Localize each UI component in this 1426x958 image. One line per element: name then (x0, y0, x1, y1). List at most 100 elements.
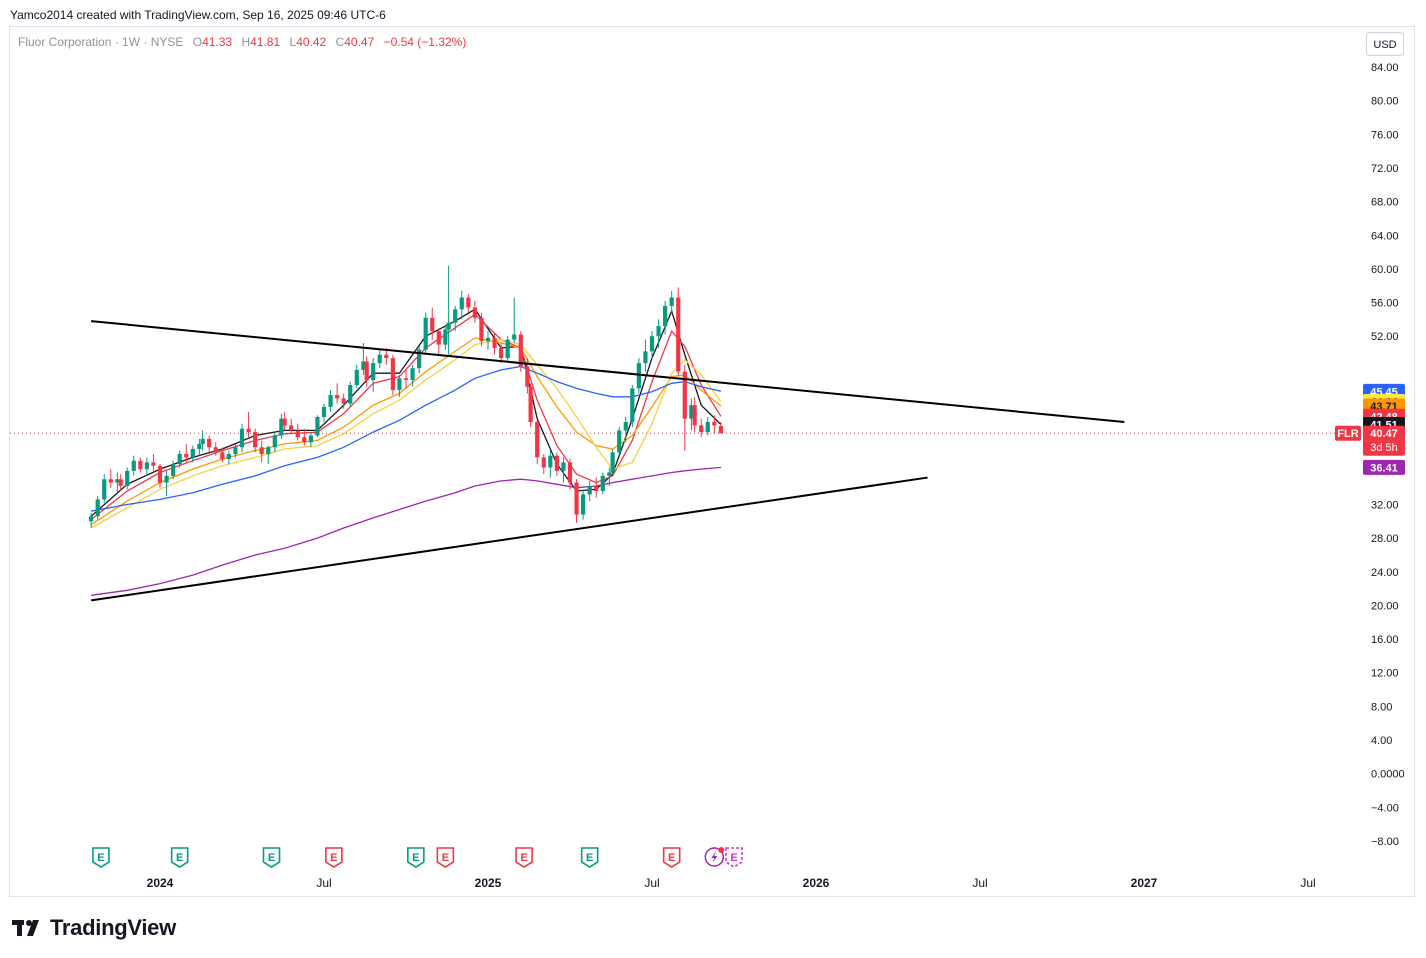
earnings-event-icon[interactable] (170, 847, 189, 868)
candle-body[interactable] (574, 482, 579, 515)
candle-body[interactable] (682, 371, 687, 419)
candle-body[interactable] (89, 516, 94, 522)
symbol-name[interactable]: Fluor Corporation · 1W · NYSE (18, 35, 184, 49)
candle-body[interactable] (279, 418, 284, 436)
candle-body[interactable] (364, 361, 369, 380)
candle-body[interactable] (607, 472, 612, 476)
candle-body[interactable] (377, 354, 382, 364)
candle-body[interactable] (151, 462, 156, 466)
earnings-event-icon[interactable] (580, 847, 599, 868)
candle-body[interactable] (689, 405, 694, 419)
candle-body[interactable] (266, 447, 271, 454)
candle-body[interactable] (554, 455, 559, 471)
candle-body[interactable] (341, 398, 346, 404)
candle-body[interactable] (200, 438, 205, 444)
candle-body[interactable] (505, 339, 510, 359)
candle-body[interactable] (430, 317, 435, 332)
candle-body[interactable] (102, 479, 107, 500)
candle-body[interactable] (95, 499, 100, 517)
candle-body[interactable] (253, 432, 258, 448)
candle-body[interactable] (197, 443, 202, 449)
candle-body[interactable] (220, 452, 225, 460)
candle-body[interactable] (321, 406, 327, 417)
candle-body[interactable] (354, 369, 359, 386)
candle-body[interactable] (164, 475, 169, 483)
candle-body[interactable] (118, 479, 123, 486)
candle-body[interactable] (567, 462, 573, 483)
candle-body[interactable] (663, 305, 668, 327)
candle-body[interactable] (561, 462, 566, 471)
candle-body[interactable] (403, 378, 409, 380)
earnings-event-icon[interactable] (325, 847, 343, 868)
candle-body[interactable] (213, 447, 218, 453)
candle-body[interactable] (157, 465, 163, 483)
candle-body[interactable] (144, 462, 149, 470)
candle-body[interactable] (453, 309, 458, 323)
candle-body[interactable] (459, 297, 464, 310)
candle-body[interactable] (649, 336, 655, 352)
earnings-event-icon[interactable] (515, 847, 533, 868)
candle-body[interactable] (518, 334, 523, 367)
earnings-event-icon[interactable] (436, 847, 455, 868)
candle-body[interactable] (623, 422, 628, 431)
candle-body[interactable] (525, 366, 530, 387)
candle-body[interactable] (289, 425, 294, 431)
candle-body[interactable] (617, 430, 622, 453)
candle-body[interactable] (630, 388, 635, 423)
candle-body[interactable] (512, 334, 517, 340)
candle-body[interactable] (246, 428, 251, 433)
trendline[interactable] (90, 476, 928, 602)
currency-button[interactable]: USD (1366, 32, 1404, 56)
candle-body[interactable] (177, 454, 182, 465)
candle-body[interactable] (190, 448, 195, 458)
candle-body[interactable] (315, 416, 320, 436)
candle-body[interactable] (718, 425, 723, 434)
candle-body[interactable] (272, 435, 277, 448)
candle-body[interactable] (446, 322, 451, 330)
earnings-event-icon[interactable] (662, 847, 681, 868)
candle-body[interactable] (479, 317, 484, 342)
candle-body[interactable] (131, 460, 136, 471)
candle-body[interactable] (656, 326, 661, 337)
candle-body[interactable] (184, 454, 189, 458)
candle-body[interactable] (282, 418, 287, 426)
candle-body[interactable] (485, 337, 491, 342)
candle-body[interactable] (361, 361, 366, 370)
candle-body[interactable] (466, 297, 471, 308)
candle-body[interactable] (535, 422, 540, 458)
candle-body[interactable] (541, 457, 546, 468)
candle-body[interactable] (692, 405, 697, 426)
earnings-event-icon[interactable] (92, 847, 110, 868)
candle-body[interactable] (171, 464, 176, 476)
candle-body[interactable] (348, 385, 353, 404)
tradingview-logo[interactable]: TradingView (12, 915, 176, 941)
candle-body[interactable] (548, 455, 553, 468)
candle-body[interactable] (233, 447, 238, 454)
candle-body[interactable] (610, 452, 615, 473)
candle-body[interactable] (600, 475, 605, 492)
candle-body[interactable] (643, 351, 648, 364)
candle-body[interactable] (417, 349, 422, 369)
candle-body[interactable] (371, 363, 376, 380)
candle-body[interactable] (636, 363, 641, 389)
candle-body[interactable] (443, 329, 448, 345)
candle-body[interactable] (528, 386, 533, 423)
candle-body[interactable] (669, 297, 674, 306)
candle-body[interactable] (712, 422, 717, 426)
candle-body[interactable] (295, 430, 300, 438)
candle-body[interactable] (308, 435, 313, 443)
candle-body[interactable] (492, 337, 497, 348)
candle-body[interactable] (239, 428, 245, 448)
candle-body[interactable] (397, 378, 402, 391)
candle-body[interactable] (335, 395, 340, 399)
candle-body[interactable] (581, 494, 586, 515)
candle-body[interactable] (328, 395, 333, 407)
candle-body[interactable] (676, 297, 681, 372)
earnings-event-icon[interactable] (407, 847, 425, 868)
candle-body[interactable] (390, 358, 395, 391)
candle-body[interactable] (259, 447, 264, 454)
candle-body[interactable] (594, 485, 599, 492)
candle-body[interactable] (115, 479, 120, 483)
candle-body[interactable] (472, 307, 477, 318)
